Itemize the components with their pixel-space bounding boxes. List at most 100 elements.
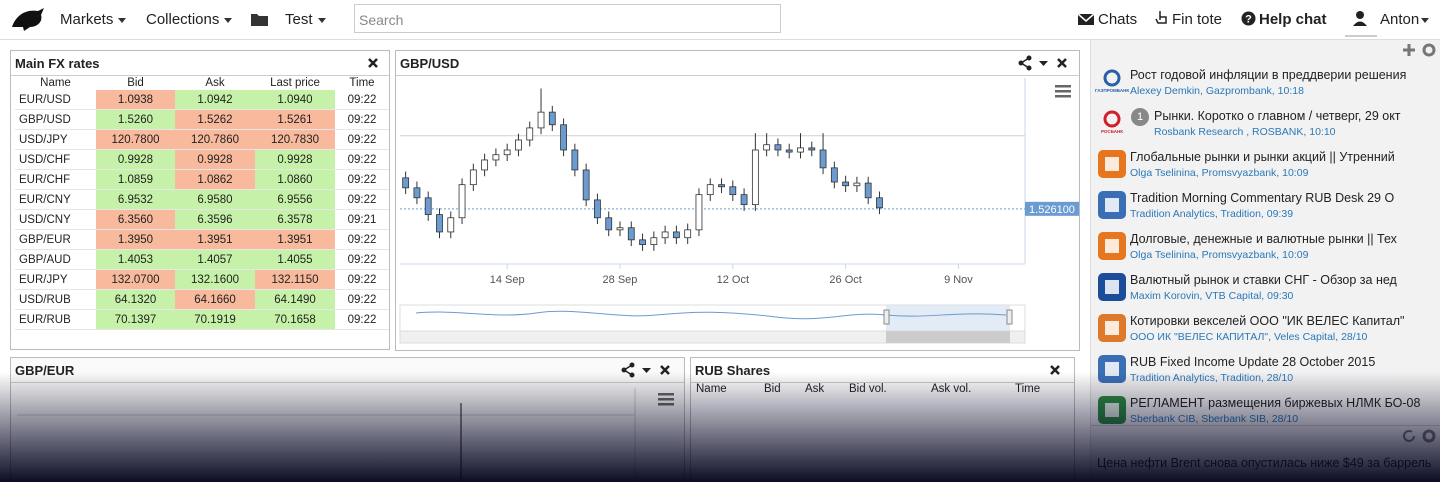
- menu-label[interactable]: Markets: [60, 11, 114, 28]
- navigator-handle[interactable]: [883, 309, 890, 325]
- news-item[interactable]: Валютный рынок и ставки СНГ - Обзор за н…: [1091, 270, 1440, 308]
- help-icon[interactable]: ?: [1241, 11, 1256, 26]
- table-cell[interactable]: 1.0938: [96, 90, 175, 110]
- news-title[interactable]: Долговые, денежные и валютные рынки || Т…: [1130, 232, 1397, 246]
- folder-icon[interactable]: [250, 11, 270, 27]
- user-icon-box[interactable]: [1345, 4, 1377, 37]
- table-cell[interactable]: 64.1490: [255, 290, 335, 310]
- table-cell[interactable]: 1.5262: [175, 110, 255, 130]
- news-title[interactable]: Котировки векселей ООО "ИК ВЕЛЕС Капитал…: [1130, 314, 1405, 328]
- news-meta[interactable]: Tradition Analytics, Tradition, 09:39: [1130, 208, 1294, 220]
- search-box[interactable]: Search: [354, 4, 781, 33]
- news-item[interactable]: Котировки векселей ООО "ИК ВЕЛЕС Капитал…: [1091, 311, 1440, 349]
- table-cell[interactable]: GBP/EUR: [15, 230, 96, 250]
- table-cell[interactable]: USD/CHF: [15, 150, 96, 170]
- table-cell[interactable]: 09:22: [335, 270, 389, 290]
- news-title[interactable]: Рынки. Коротко о главном / четверг, 29 о…: [1154, 109, 1401, 123]
- news-meta[interactable]: Tradition Analytics, Tradition, 28/10: [1130, 372, 1294, 384]
- news-meta[interactable]: Maxim Korovin, VTB Capital, 09:30: [1130, 290, 1294, 302]
- table-cell[interactable]: 70.1397: [96, 310, 175, 330]
- news-meta[interactable]: Alexey Demkin, Gazprombank, 10:18: [1130, 85, 1304, 97]
- news-meta[interactable]: Olga Tselinina, Promsvyazbank, 10:09: [1130, 167, 1309, 179]
- table-cell[interactable]: 09:22: [335, 190, 389, 210]
- table-cell[interactable]: 0.9928: [255, 150, 335, 170]
- close-icon[interactable]: [367, 57, 379, 69]
- table-cell[interactable]: 120.7860: [175, 130, 255, 150]
- table-cell[interactable]: 70.1919: [175, 310, 255, 330]
- table-cell[interactable]: 1.3951: [255, 230, 335, 250]
- table-cell[interactable]: 6.3560: [96, 210, 175, 230]
- table-cell[interactable]: EUR/CHF: [15, 170, 96, 190]
- menu[interactable]: Markets: [60, 11, 127, 28]
- table-cell[interactable]: EUR/USD: [15, 90, 96, 110]
- table-cell[interactable]: USD/JPY: [15, 130, 96, 150]
- table-cell[interactable]: GBP/USD: [15, 110, 96, 130]
- news-title[interactable]: RUB Fixed Income Update 28 October 2015: [1130, 355, 1376, 369]
- news-title[interactable]: Глобальные рынки и рынки акций || Утренн…: [1130, 150, 1395, 164]
- table-cell[interactable]: 1.5261: [255, 110, 335, 130]
- table-cell[interactable]: USD/CNY: [15, 210, 96, 230]
- news-item[interactable]: RUB Fixed Income Update 28 October 2015 T…: [1091, 352, 1440, 390]
- table-cell[interactable]: 1.3950: [96, 230, 175, 250]
- sidebar-tools[interactable]: [1402, 43, 1438, 57]
- news-item[interactable]: РЕГЛАМЕНТ размещения биржевых НЛМК БО-08…: [1091, 393, 1440, 431]
- table-cell[interactable]: 09:22: [335, 310, 389, 330]
- news-meta[interactable]: Olga Tselinina, Promsvyazbank, 10:09: [1130, 249, 1309, 261]
- table-cell[interactable]: 0.9928: [96, 150, 175, 170]
- table-cell[interactable]: 120.7800: [96, 130, 175, 150]
- news-meta[interactable]: Sberbank CIB, Sberbank SIB, 28/10: [1130, 413, 1299, 425]
- scrollbar[interactable]: [399, 330, 1026, 344]
- table-cell[interactable]: 120.7830: [255, 130, 335, 150]
- news-title[interactable]: РЕГЛАМЕНТ размещения биржевых НЛМК БО-08: [1130, 396, 1421, 410]
- table-cell[interactable]: 09:22: [335, 230, 389, 250]
- logo[interactable]: [10, 5, 46, 33]
- table-cell[interactable]: EUR/JPY: [15, 270, 96, 290]
- table-cell[interactable]: 64.1660: [175, 290, 255, 310]
- table-cell[interactable]: 6.9532: [96, 190, 175, 210]
- table-cell[interactable]: GBP/AUD: [15, 250, 96, 270]
- table-cell[interactable]: 1.4057: [175, 250, 255, 270]
- fintote-icon[interactable]: [1155, 9, 1169, 27]
- news-meta[interactable]: ООО ИК "ВЕЛЕС КАПИТАЛ", Veles Capital, 2…: [1130, 331, 1368, 343]
- table-cell[interactable]: 1.0940: [255, 90, 335, 110]
- table-cell[interactable]: 132.1150: [255, 270, 335, 290]
- table-cell[interactable]: 1.5260: [96, 110, 175, 130]
- table-cell[interactable]: 6.9580: [175, 190, 255, 210]
- user-icon[interactable]: [1345, 4, 1377, 34]
- sidebar-tools[interactable]: [1402, 429, 1438, 443]
- panel-icons[interactable]: [621, 362, 681, 378]
- news-item[interactable]: РОСБАНК 1 Рынки. Коротко о главном / четве…: [1091, 106, 1440, 144]
- table-cell[interactable]: 70.1658: [255, 310, 335, 330]
- table-cell[interactable]: 1.0862: [175, 170, 255, 190]
- table-cell[interactable]: 09:22: [335, 170, 389, 190]
- table-cell[interactable]: 132.1600: [175, 270, 255, 290]
- table-cell[interactable]: 132.0700: [96, 270, 175, 290]
- menu-label[interactable]: Collections: [146, 11, 220, 28]
- news-item[interactable]: Долговые, денежные и валютные рынки || Т…: [1091, 229, 1440, 267]
- table-cell[interactable]: EUR/CNY: [15, 190, 96, 210]
- navigator-window[interactable]: [886, 305, 1010, 331]
- table-cell[interactable]: 1.0860: [255, 170, 335, 190]
- table-cell[interactable]: 6.3596: [175, 210, 255, 230]
- navigator-handle[interactable]: [1006, 309, 1013, 325]
- user-name[interactable]: Anton: [1380, 11, 1420, 28]
- menu[interactable]: Test: [285, 11, 326, 28]
- user-menu[interactable]: Anton: [1380, 11, 1430, 28]
- table-cell[interactable]: EUR/RUB: [15, 310, 96, 330]
- news-title[interactable]: Рост годовой инфляции в преддверии решен…: [1130, 68, 1407, 82]
- scrollbar-thumb[interactable]: [886, 331, 1010, 343]
- table-cell[interactable]: 09:21: [335, 210, 389, 230]
- table-cell[interactable]: 6.9556: [255, 190, 335, 210]
- table-cell[interactable]: 0.9928: [175, 150, 255, 170]
- news-title[interactable]: Валютный рынок и ставки СНГ - Обзор за н…: [1130, 273, 1397, 287]
- nav-link[interactable]: Help chat: [1259, 11, 1327, 28]
- table-cell[interactable]: USD/RUB: [15, 290, 96, 310]
- table-cell[interactable]: 6.3578: [255, 210, 335, 230]
- menu[interactable]: Collections: [146, 11, 233, 28]
- nav-link[interactable]: Fin tote: [1172, 11, 1223, 28]
- table-cell[interactable]: 1.4055: [255, 250, 335, 270]
- news-item[interactable]: ГАЗПРОМБАНК Рост годовой инфляции в предд…: [1091, 65, 1440, 103]
- panel-icons[interactable]: [1018, 55, 1078, 71]
- table-cell[interactable]: 09:22: [335, 90, 389, 110]
- table-cell[interactable]: 09:22: [335, 290, 389, 310]
